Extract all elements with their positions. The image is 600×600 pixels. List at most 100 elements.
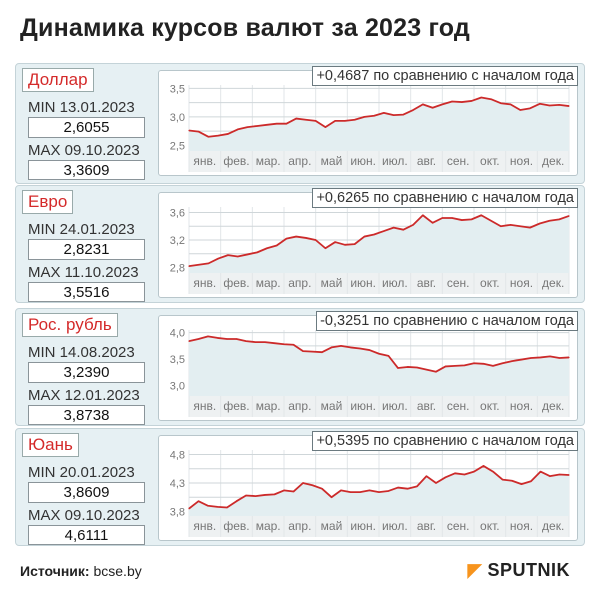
data-point (378, 353, 380, 355)
change-label: -0,3251 по сравнению с началом года (316, 311, 578, 331)
data-point (285, 123, 288, 125)
max-value: 3,3609 (28, 160, 145, 180)
currency-name: Доллар (22, 68, 94, 92)
chart-svg: 3,5 3,0 2,5 янв. фев. мар. апр. май июн. июл. авг.… (170, 83, 570, 172)
data-point (530, 480, 532, 482)
data-point (198, 131, 200, 133)
data-point (344, 120, 346, 122)
data-point (435, 371, 437, 373)
y-tick-label: 3,0 (170, 380, 185, 392)
area-fill (189, 215, 569, 273)
month-label: июл. (382, 276, 408, 290)
line-chart: 4,8 4,3 3,8 янв. фев. мар. апр. май июн. июл. авг.… (158, 431, 578, 541)
data-point (509, 103, 512, 105)
data-point (431, 107, 434, 109)
data-point (188, 340, 190, 342)
data-point (509, 224, 512, 226)
data-point (549, 355, 551, 357)
area-fill (189, 465, 569, 516)
data-point (530, 357, 532, 359)
month-label: апр. (288, 276, 311, 290)
data-point (217, 257, 219, 260)
currency-name: Евро (22, 190, 74, 214)
data-point (519, 225, 521, 227)
data-point (539, 103, 541, 105)
data-point (321, 351, 323, 353)
max-value: 4,6111 (28, 525, 145, 545)
sputnik-logo: ◤ SPUTNIK (468, 560, 570, 581)
month-label: июл. (382, 154, 408, 168)
data-point (500, 102, 502, 104)
month-label: фев. (223, 276, 249, 290)
data-point (368, 349, 371, 351)
data-point (539, 356, 542, 359)
max-label: MAX 11.10.2023 (28, 264, 139, 281)
month-label: янв. (193, 519, 216, 533)
source-label: Источник: (20, 563, 90, 579)
month-label: авг. (417, 399, 436, 413)
data-point (315, 120, 317, 122)
data-point (207, 335, 209, 337)
y-tick-label: 4,8 (170, 450, 185, 462)
y-tick-label: 4,0 (170, 328, 185, 340)
data-point (349, 346, 352, 349)
month-label: янв. (193, 276, 216, 290)
data-point (412, 224, 414, 226)
data-point (363, 235, 365, 238)
data-point (454, 472, 456, 474)
data-point (311, 351, 314, 353)
area-fill (189, 97, 569, 151)
month-label: сен. (447, 276, 470, 290)
max-value: 3,8738 (28, 405, 145, 425)
month-label: янв. (193, 399, 216, 413)
data-point (292, 490, 295, 493)
max-label: MAX 09.10.2023 (28, 142, 140, 159)
min-value: 3,8609 (28, 482, 145, 503)
data-point (539, 222, 541, 225)
max-label: MAX 09.10.2023 (28, 507, 140, 524)
data-point (402, 229, 404, 231)
data-point (511, 360, 513, 362)
data-point (451, 217, 453, 219)
y-tick-label: 3,2 (170, 235, 185, 247)
month-label: дек. (542, 276, 564, 290)
month-label: сен. (447, 519, 470, 533)
data-point (354, 243, 356, 245)
data-point (302, 482, 304, 484)
data-point (422, 103, 424, 105)
y-tick-label: 2,8 (170, 263, 185, 275)
data-point (283, 343, 285, 345)
min-value: 2,8231 (28, 239, 145, 260)
data-point (529, 107, 531, 109)
month-label: апр. (288, 154, 311, 168)
min-label: MIN 24.01.2023 (28, 221, 135, 238)
data-point (444, 476, 447, 478)
data-point (422, 214, 424, 216)
data-point (197, 500, 200, 502)
change-label: +0,6265 по сравнению с началом года (312, 188, 578, 208)
data-point (473, 362, 475, 364)
data-point (321, 488, 323, 490)
month-label: июн. (350, 399, 376, 413)
data-point (397, 367, 399, 369)
chart-svg: 4,8 4,3 3,8 янв. фев. мар. апр. май июн. июл. авг.… (170, 450, 570, 537)
y-tick-label: 2,5 (170, 140, 185, 152)
month-label: июл. (382, 519, 408, 533)
y-tick-label: 3,8 (170, 506, 185, 518)
series-line (188, 214, 570, 268)
data-point (441, 217, 443, 219)
month-label: ноя. (510, 399, 533, 413)
data-point (568, 105, 570, 107)
data-point (273, 342, 276, 344)
data-point (207, 136, 210, 138)
data-point (558, 357, 561, 359)
data-point (340, 345, 342, 347)
data-point (482, 465, 485, 467)
month-label: мар. (256, 276, 281, 290)
data-point (482, 363, 485, 365)
month-label: окт. (480, 399, 500, 413)
data-point (402, 113, 404, 116)
data-point (354, 119, 356, 121)
min-value: 2,6055 (28, 117, 145, 138)
data-point (330, 496, 333, 498)
